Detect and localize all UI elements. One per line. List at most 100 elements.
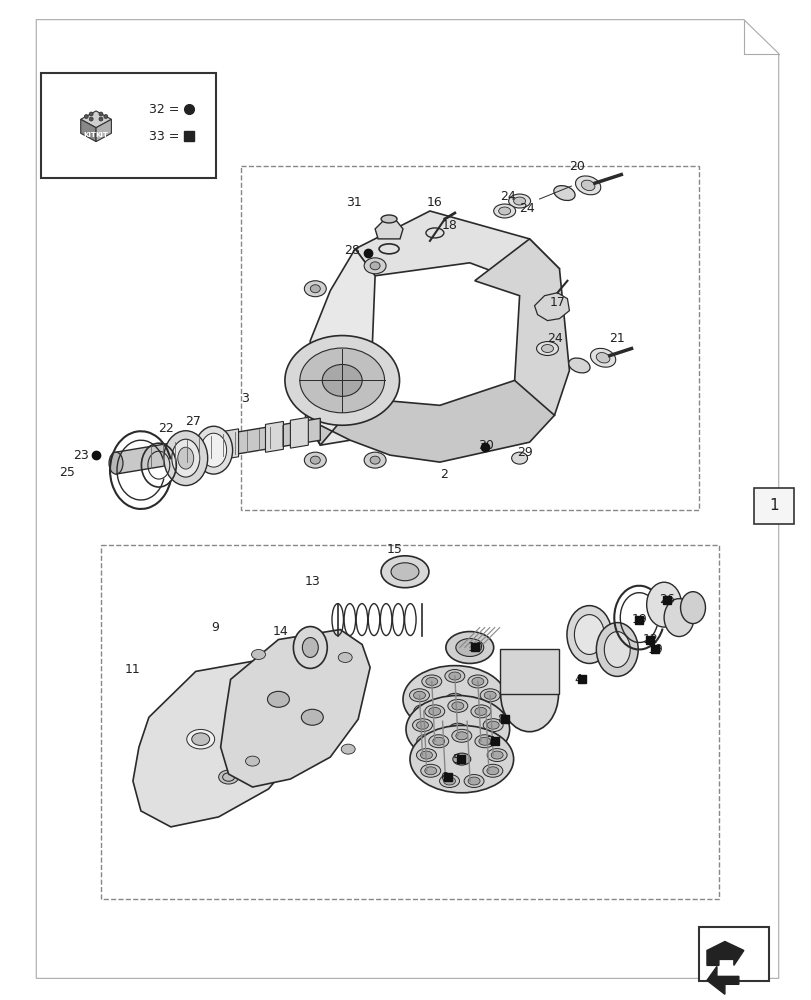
Text: 7: 7: [486, 735, 494, 748]
Ellipse shape: [178, 447, 194, 469]
Ellipse shape: [445, 693, 463, 705]
Text: 16: 16: [427, 196, 442, 209]
Polygon shape: [310, 380, 554, 462]
Text: 29: 29: [517, 446, 533, 459]
Text: 6: 6: [440, 771, 447, 784]
Polygon shape: [221, 630, 370, 787]
Text: 24: 24: [547, 332, 563, 345]
Text: 21: 21: [608, 332, 624, 345]
Polygon shape: [706, 966, 738, 994]
Ellipse shape: [338, 652, 352, 662]
Ellipse shape: [322, 364, 362, 396]
Ellipse shape: [301, 709, 323, 725]
Text: 8: 8: [496, 713, 504, 726]
Ellipse shape: [363, 452, 385, 468]
Ellipse shape: [445, 632, 493, 663]
Polygon shape: [706, 941, 743, 965]
Text: 18: 18: [441, 219, 457, 232]
Text: 31: 31: [346, 196, 362, 209]
Ellipse shape: [493, 204, 515, 218]
Ellipse shape: [302, 638, 318, 657]
Text: 17: 17: [549, 296, 564, 309]
Ellipse shape: [200, 433, 226, 467]
Text: 12: 12: [642, 633, 657, 646]
Ellipse shape: [285, 336, 399, 425]
Ellipse shape: [341, 744, 354, 754]
Text: 2: 2: [440, 468, 447, 481]
Ellipse shape: [487, 767, 498, 775]
Ellipse shape: [573, 615, 603, 654]
Ellipse shape: [391, 563, 418, 581]
Ellipse shape: [451, 729, 471, 742]
Ellipse shape: [299, 348, 384, 413]
Text: KIT: KIT: [84, 132, 97, 138]
Ellipse shape: [432, 715, 452, 728]
Ellipse shape: [435, 745, 455, 758]
Polygon shape: [265, 421, 283, 452]
Ellipse shape: [410, 725, 513, 793]
Text: 20: 20: [569, 160, 585, 173]
Text: 11: 11: [125, 663, 141, 676]
Ellipse shape: [581, 180, 594, 191]
Ellipse shape: [363, 258, 385, 274]
Ellipse shape: [453, 753, 470, 765]
Ellipse shape: [172, 439, 200, 477]
Ellipse shape: [443, 777, 455, 785]
Polygon shape: [116, 418, 320, 474]
Text: 15: 15: [387, 543, 402, 556]
Ellipse shape: [416, 734, 436, 747]
Polygon shape: [499, 649, 559, 694]
Ellipse shape: [444, 670, 464, 682]
Ellipse shape: [304, 281, 326, 297]
Ellipse shape: [595, 353, 609, 363]
Ellipse shape: [568, 358, 590, 373]
Ellipse shape: [451, 702, 463, 710]
Ellipse shape: [455, 732, 467, 740]
Ellipse shape: [595, 623, 637, 676]
Text: 27: 27: [185, 415, 200, 428]
Ellipse shape: [478, 734, 498, 747]
Polygon shape: [221, 429, 238, 460]
Ellipse shape: [464, 747, 475, 755]
Ellipse shape: [418, 707, 429, 715]
Ellipse shape: [461, 717, 473, 725]
Ellipse shape: [508, 194, 530, 208]
Polygon shape: [80, 111, 111, 128]
Polygon shape: [375, 219, 402, 239]
Text: 33 =: 33 =: [148, 130, 179, 143]
Ellipse shape: [425, 677, 437, 685]
Polygon shape: [133, 659, 310, 827]
Ellipse shape: [483, 691, 496, 699]
Ellipse shape: [471, 677, 483, 685]
Ellipse shape: [420, 751, 432, 759]
Ellipse shape: [479, 689, 500, 702]
Ellipse shape: [479, 707, 491, 715]
Ellipse shape: [421, 675, 441, 688]
Ellipse shape: [409, 689, 429, 702]
Ellipse shape: [487, 749, 507, 762]
Ellipse shape: [416, 721, 428, 729]
Ellipse shape: [412, 719, 432, 732]
Ellipse shape: [267, 691, 289, 707]
Text: 26: 26: [659, 593, 674, 606]
Ellipse shape: [428, 707, 440, 715]
Ellipse shape: [439, 775, 459, 788]
Text: KIT: KIT: [96, 132, 109, 138]
Ellipse shape: [646, 582, 680, 627]
Ellipse shape: [511, 452, 527, 464]
Ellipse shape: [439, 747, 451, 755]
Text: 28: 28: [344, 244, 360, 257]
Polygon shape: [80, 119, 96, 142]
Polygon shape: [354, 211, 559, 291]
Ellipse shape: [464, 775, 483, 788]
Text: 4: 4: [573, 673, 581, 686]
Ellipse shape: [402, 666, 506, 733]
Ellipse shape: [474, 735, 494, 748]
Ellipse shape: [191, 733, 209, 745]
Ellipse shape: [218, 770, 238, 784]
Text: 3: 3: [240, 392, 248, 405]
Ellipse shape: [222, 773, 234, 781]
Polygon shape: [534, 293, 569, 321]
Ellipse shape: [448, 672, 461, 680]
Ellipse shape: [483, 719, 503, 732]
